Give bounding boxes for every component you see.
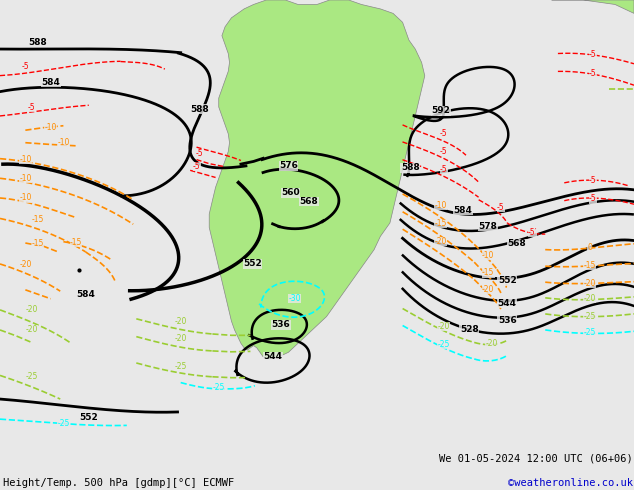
Text: 578: 578 [479,221,498,231]
Text: 588: 588 [190,105,209,114]
Text: -10: -10 [57,138,70,147]
Text: -10: -10 [19,155,32,164]
Text: -25: -25 [174,362,187,371]
Text: 584: 584 [41,77,60,87]
Text: -5: -5 [196,149,204,158]
Text: -5: -5 [589,195,597,203]
Text: 544: 544 [498,299,517,308]
Text: -10: -10 [19,174,32,183]
Polygon shape [209,0,425,359]
Text: -5: -5 [440,129,448,138]
Text: 536: 536 [271,320,290,329]
Text: -15: -15 [434,220,447,228]
Text: 584: 584 [76,290,95,299]
Text: -10: -10 [482,250,495,260]
Text: 576: 576 [279,161,298,171]
Text: -5: -5 [22,62,29,72]
Text: -25: -25 [57,419,70,428]
Text: -25: -25 [25,372,38,381]
Text: 588: 588 [29,38,48,47]
Text: -25: -25 [583,312,596,320]
Text: -5: -5 [193,162,200,171]
Text: -5: -5 [28,102,36,112]
Text: 552: 552 [79,413,98,422]
Text: -25: -25 [437,340,450,349]
Text: -30: -30 [288,294,301,303]
Text: -20: -20 [583,294,596,303]
Text: -5: -5 [589,69,597,77]
Text: -20: -20 [583,279,596,288]
Text: -20: -20 [437,322,450,331]
Text: -10: -10 [434,200,447,210]
Text: 568: 568 [507,240,526,248]
Text: 528: 528 [460,324,479,334]
Text: -20: -20 [174,317,187,325]
Text: -20: -20 [434,237,447,246]
Text: -20: -20 [485,339,498,348]
Text: We 01-05-2024 12:00 UTC (06+06): We 01-05-2024 12:00 UTC (06+06) [439,453,633,463]
Polygon shape [552,0,634,13]
Text: -20: -20 [19,260,32,270]
Text: 584: 584 [453,206,472,215]
Text: 592: 592 [431,106,450,115]
Text: 536: 536 [498,316,517,325]
Text: -20: -20 [25,325,38,335]
Text: ©weatheronline.co.uk: ©weatheronline.co.uk [508,478,633,488]
Text: -25: -25 [583,328,596,337]
Text: -10: -10 [44,122,57,132]
Text: -5′: -5′ [528,228,537,237]
Text: -10: -10 [19,194,32,202]
Text: -15: -15 [482,269,495,277]
Text: -5: -5 [497,203,505,212]
Text: 552: 552 [243,260,262,269]
Text: -5: -5 [589,50,597,59]
Text: -25: -25 [212,384,225,392]
Text: -15: -15 [583,261,596,270]
Text: -15: -15 [32,239,44,247]
Text: -20: -20 [174,334,187,343]
Text: -20: -20 [25,305,38,315]
Text: -5: -5 [440,165,448,174]
Text: -20: -20 [482,285,495,294]
Text: Height/Temp. 500 hPa [gdmp][°C] ECMWF: Height/Temp. 500 hPa [gdmp][°C] ECMWF [3,478,235,488]
Text: -15: -15 [70,238,82,247]
Text: 552: 552 [498,276,517,285]
Text: -5: -5 [589,176,597,185]
Text: 544: 544 [263,352,282,361]
Text: -5: -5 [440,147,448,156]
Text: -15: -15 [32,215,44,224]
Text: 0: 0 [587,243,592,252]
Text: 568: 568 [299,197,318,206]
Text: 560: 560 [281,188,300,197]
Text: 588: 588 [401,163,420,172]
